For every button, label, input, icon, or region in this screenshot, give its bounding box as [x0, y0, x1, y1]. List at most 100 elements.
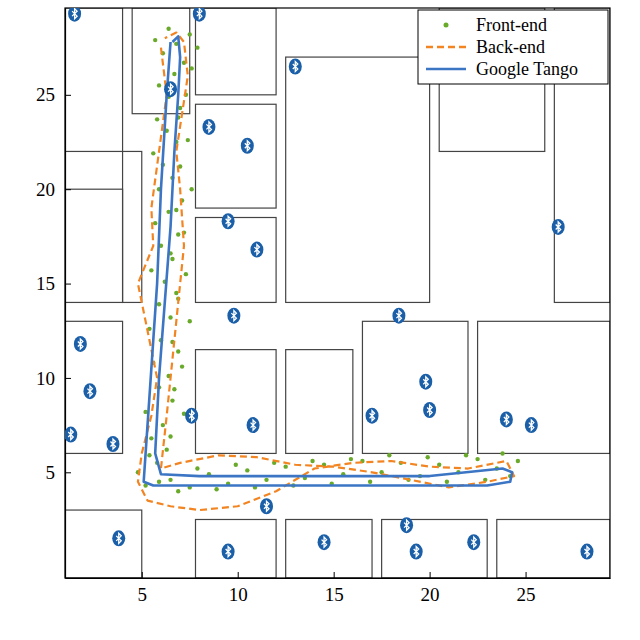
beacon-body [222, 213, 235, 229]
point [195, 45, 199, 49]
series-line [138, 33, 514, 511]
x-axis: 510152025 [66, 572, 611, 605]
point [310, 459, 314, 463]
beacon [83, 383, 96, 399]
beacon-glyph [116, 533, 121, 543]
point [155, 117, 159, 121]
point [445, 480, 449, 484]
beacon [580, 544, 593, 560]
beacon-body [318, 534, 331, 550]
beacon [227, 308, 240, 324]
point [180, 364, 184, 368]
point [170, 257, 174, 261]
tick-mark [65, 284, 71, 285]
beacon [164, 81, 177, 97]
beacon-glyph [293, 62, 298, 72]
beacon-glyph [504, 414, 509, 424]
room-wall [195, 350, 276, 454]
point [186, 138, 190, 142]
tick-label: 20 [421, 584, 440, 605]
tick-mark [142, 572, 143, 578]
point [153, 221, 157, 225]
beacon-body [227, 308, 240, 324]
beacon [419, 374, 432, 390]
point [387, 453, 391, 457]
beacon-glyph [423, 377, 428, 387]
tick-label: 25 [36, 84, 55, 105]
beacon-body [250, 242, 263, 258]
beacon-glyph [396, 311, 401, 321]
beacon-glyph [197, 9, 202, 19]
beacon-body [83, 383, 96, 399]
tick: 15 [325, 572, 344, 605]
beacon-body [247, 417, 260, 433]
point [264, 478, 268, 482]
tick: 5 [46, 462, 72, 483]
room-wall [497, 519, 610, 578]
tick-mark [334, 572, 335, 578]
point [188, 319, 192, 323]
room-wall [195, 8, 276, 95]
beacon-body [400, 517, 413, 533]
legend-entry: Back-end [426, 37, 545, 57]
legend-label: Back-end [476, 37, 545, 57]
room-wall [382, 519, 488, 578]
beacon [185, 408, 198, 424]
point [170, 398, 174, 402]
tick-mark [430, 572, 431, 578]
beacon-glyph [556, 222, 561, 232]
beacon-body [222, 544, 235, 560]
beacon [106, 436, 119, 452]
point [516, 459, 520, 463]
point [161, 423, 165, 427]
point [425, 455, 429, 459]
legend-label: Front-end [476, 15, 547, 35]
beacon-glyph [168, 84, 173, 94]
beacon-body [423, 402, 436, 418]
room-wall [478, 321, 610, 453]
beacon [193, 8, 206, 22]
beacon-glyph [322, 537, 327, 547]
beacon-glyph [471, 537, 476, 547]
point [157, 480, 161, 484]
point [214, 487, 218, 491]
legend-swatch [426, 46, 466, 48]
tick-label: 10 [36, 368, 55, 389]
beacon-glyph [189, 411, 194, 421]
tick-mark [65, 189, 71, 190]
plot: 510152025510152025Front-endBack-endGoogl… [36, 6, 611, 606]
room-wall [195, 218, 276, 303]
beacon-body [525, 417, 538, 433]
room-wall [65, 8, 123, 151]
room-wall [362, 321, 468, 453]
beacon-glyph [78, 339, 83, 349]
beacon-body [392, 308, 405, 324]
point [157, 83, 161, 87]
beacon-glyph [254, 245, 259, 255]
beacon-body [289, 59, 302, 75]
point [147, 453, 151, 457]
point [189, 187, 193, 191]
point [176, 489, 180, 493]
tick: 20 [36, 179, 71, 200]
beacon-body [552, 219, 565, 235]
beacon-body [164, 81, 177, 97]
beacon [366, 408, 379, 424]
tick: 10 [36, 368, 71, 389]
point [168, 434, 172, 438]
beacon [392, 308, 405, 324]
beacon-glyph [245, 141, 250, 151]
point [168, 315, 172, 319]
tick-mark [65, 472, 71, 473]
point [151, 151, 155, 155]
point [165, 447, 169, 451]
beacon-glyph [414, 547, 419, 557]
room-wall [195, 104, 276, 208]
point [149, 436, 153, 440]
legend: Front-endBack-endGoogle Tango [418, 10, 608, 84]
legend-swatch [426, 68, 466, 70]
beacon [65, 427, 77, 443]
tick-mark [526, 572, 527, 578]
legend-entry: Front-end [444, 15, 548, 35]
point [349, 457, 353, 461]
